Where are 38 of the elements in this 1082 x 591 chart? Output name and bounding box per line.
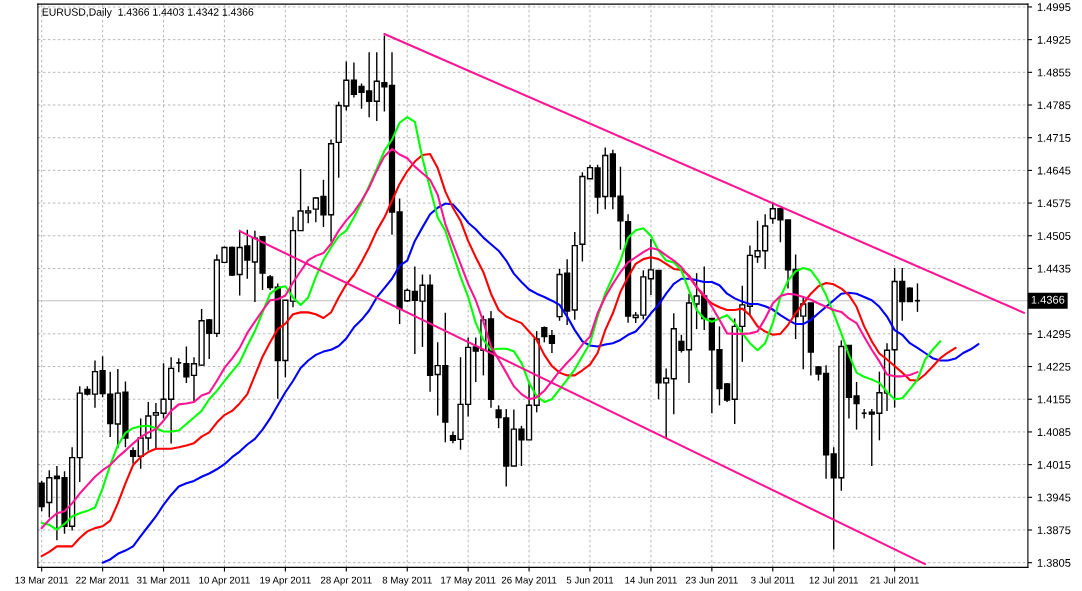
- chart-title: EURUSD,Daily 1.4366 1.4403 1.4342 1.4366: [42, 8, 254, 18]
- candlestick: [548, 329, 556, 354]
- x-tick-label: 13 Mar 2011: [15, 576, 69, 584]
- x-tick-label: 10 Apr 2011: [199, 576, 250, 586]
- x-tick-label: 14 Jun 2011: [625, 576, 677, 584]
- y-tick-label: 1.4925: [1037, 35, 1071, 44]
- x-tick-label: 28 Apr 2011: [320, 576, 372, 586]
- x-tick-label: 3 Jul 2011: [751, 576, 795, 584]
- y-tick-label: 1.4645: [1037, 166, 1071, 175]
- x-tick-label: 8 May 2011: [382, 576, 432, 586]
- x-tick-label: 26 May 2011: [501, 576, 557, 586]
- x-tick-label: 17 May 2011: [441, 576, 496, 586]
- candlestick: [860, 408, 868, 420]
- y-tick-label: 1.4785: [1037, 101, 1071, 110]
- x-tick-label: 22 Mar 2011: [76, 576, 130, 584]
- y-tick-label: 1.4225: [1037, 362, 1071, 371]
- y-tick-label: 1.4155: [1037, 395, 1071, 404]
- y-tick-label: 1.3875: [1037, 526, 1071, 535]
- y-tick-label: 1.4085: [1037, 428, 1071, 437]
- candlestick: [914, 282, 921, 313]
- y-tick-label: 1.4995: [1037, 3, 1071, 12]
- y-tick-label: 1.4575: [1037, 199, 1071, 208]
- line-series: [101, 202, 980, 564]
- y-tick-label: 1.4505: [1037, 232, 1071, 240]
- ref-line-label: 1.4366: [1031, 295, 1065, 304]
- x-tick-label: 19 Apr 2011: [260, 576, 311, 586]
- y-tick-label: 1.3805: [1037, 558, 1071, 567]
- x-tick-label: 21 Jul 2011: [870, 576, 919, 584]
- y-tick-label: 1.4435: [1037, 264, 1071, 273]
- x-tick-label: 12 Jul 2011: [809, 576, 859, 584]
- y-tick-label: 1.4295: [1037, 330, 1071, 338]
- y-tick-label: 1.4715: [1037, 134, 1071, 142]
- x-tick-label: 31 Mar 2011: [136, 576, 190, 584]
- x-tick-label: 5 Jun 2011: [566, 576, 614, 584]
- x-tick-label: 23 Jun 2011: [685, 576, 738, 584]
- y-tick-label: 1.4015: [1037, 460, 1071, 469]
- y-tick-label: 1.4855: [1037, 68, 1071, 77]
- y-tick-label: 1.3945: [1037, 493, 1071, 502]
